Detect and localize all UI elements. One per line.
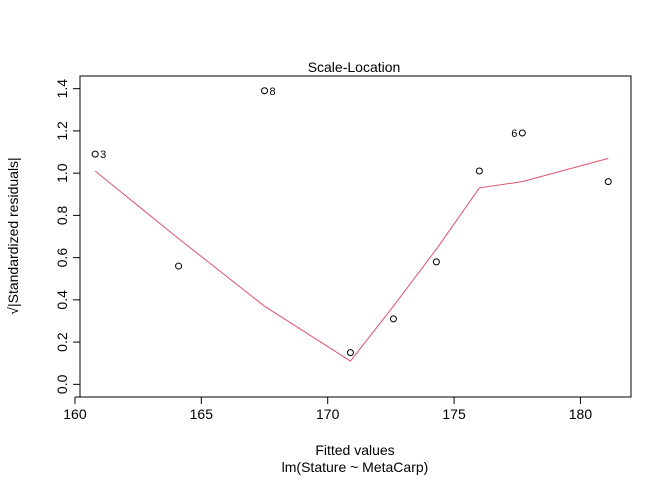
y-tick-label: 0.0	[54, 374, 70, 394]
data-point	[261, 87, 269, 95]
x-tick-label: 170	[316, 406, 340, 422]
point-labels: 3 8 6	[100, 86, 517, 161]
data-point	[432, 258, 440, 266]
data-point	[475, 167, 483, 175]
data-point	[91, 150, 99, 158]
y-axis-label: √|Standardized residuals|	[5, 157, 21, 314]
point-label: 3	[100, 149, 106, 161]
model-sublabel: lm(Stature ~ MetaCarp)	[282, 459, 429, 475]
x-axis: 160 165 170 175 180	[63, 396, 593, 422]
data-point	[518, 129, 526, 137]
x-tick-label: 180	[569, 406, 593, 422]
data-point	[346, 349, 354, 357]
y-tick-label: 1.4	[54, 79, 70, 99]
data-point	[604, 178, 612, 186]
y-tick-label: 0.4	[54, 290, 70, 310]
data-points	[91, 87, 612, 357]
x-tick-label: 175	[442, 406, 466, 422]
point-label: 8	[270, 86, 276, 98]
y-tick-label: 1.0	[54, 163, 70, 183]
data-point	[175, 262, 183, 270]
data-point	[389, 315, 397, 323]
chart-title: Scale-Location	[308, 59, 401, 75]
x-axis-label: Fitted values	[315, 442, 394, 458]
x-tick-label: 160	[63, 406, 87, 422]
y-axis: 0.0 0.2 0.4 0.6 0.8 1.0 1.2 1.4	[54, 79, 81, 394]
x-tick-label: 165	[190, 406, 214, 422]
y-tick-label: 0.8	[54, 205, 70, 225]
y-tick-label: 1.2	[54, 121, 70, 141]
y-tick-label: 0.6	[54, 248, 70, 268]
smoother-line	[94, 157, 609, 362]
y-tick-label: 0.2	[54, 332, 70, 352]
point-label: 6	[511, 128, 517, 140]
